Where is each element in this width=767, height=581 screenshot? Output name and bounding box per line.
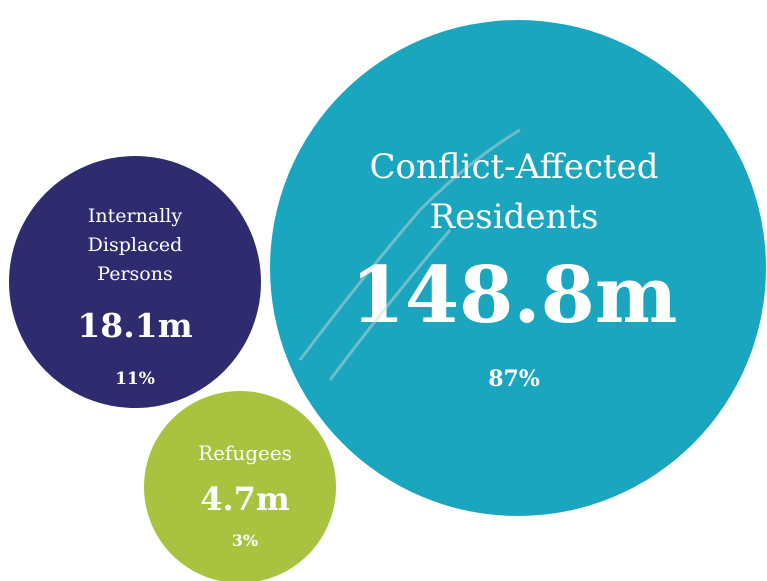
bubble-label-line-2: Displaced [88,234,183,256]
bubble-value-label: 148.8m [351,250,678,341]
watermark [298,128,521,381]
bubble-label-line-2: Residents [430,197,599,237]
bubble-label-line-1: Refugees [198,441,292,465]
bubble-share-label: 11% [115,369,155,389]
bubble-circle-refugees [144,391,336,581]
bubble-circle-conflict-affected-residents [270,20,766,516]
bubble-share-label: 87% [488,366,540,392]
bubble-conflict-affected-residents: Conflict-Affected Residents 148.8m 87% [270,20,766,516]
bubble-internally-displaced-persons: Internally Displaced Persons 18.1m 11% [9,156,261,408]
bubble-value-label: 18.1m [77,306,192,345]
bubble-circle-internally-displaced-persons [9,156,261,408]
bubble-refugees: Refugees 4.7m 3% [144,391,336,581]
bubble-value-label: 4.7m [200,480,290,518]
bubble-label-line-3: Persons [97,263,172,285]
bubble-label-line-1: Internally [88,205,182,227]
bubble-label-line-1: Conflict-Affected [370,147,659,187]
bubble-share-label: 3% [232,531,258,550]
